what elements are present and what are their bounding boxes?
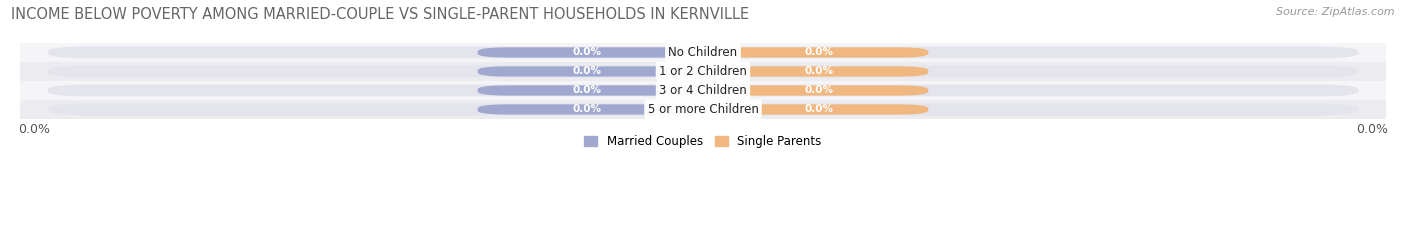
Legend: Married Couples, Single Parents: Married Couples, Single Parents <box>579 130 827 153</box>
Text: Source: ZipAtlas.com: Source: ZipAtlas.com <box>1277 7 1395 17</box>
Text: 5 or more Children: 5 or more Children <box>648 103 758 116</box>
FancyBboxPatch shape <box>710 66 928 77</box>
Text: 0.0%: 0.0% <box>804 66 834 76</box>
Text: 0.0%: 0.0% <box>572 66 602 76</box>
Text: No Children: No Children <box>668 46 738 59</box>
Text: 0.0%: 0.0% <box>804 104 834 114</box>
Text: 0.0%: 0.0% <box>804 48 834 58</box>
Bar <box>20 81 1386 100</box>
Text: 0.0%: 0.0% <box>572 48 602 58</box>
Text: 0.0%: 0.0% <box>572 104 602 114</box>
FancyBboxPatch shape <box>48 104 1358 115</box>
FancyBboxPatch shape <box>48 47 1358 58</box>
FancyBboxPatch shape <box>478 66 696 77</box>
FancyBboxPatch shape <box>48 85 1358 96</box>
Bar <box>20 43 1386 62</box>
FancyBboxPatch shape <box>48 65 1358 77</box>
FancyBboxPatch shape <box>478 85 696 96</box>
Text: 3 or 4 Children: 3 or 4 Children <box>659 84 747 97</box>
FancyBboxPatch shape <box>710 85 928 96</box>
Text: INCOME BELOW POVERTY AMONG MARRIED-COUPLE VS SINGLE-PARENT HOUSEHOLDS IN KERNVIL: INCOME BELOW POVERTY AMONG MARRIED-COUPL… <box>11 7 749 22</box>
Bar <box>20 100 1386 119</box>
Text: 0.0%: 0.0% <box>804 86 834 96</box>
Bar <box>20 62 1386 81</box>
FancyBboxPatch shape <box>478 47 696 58</box>
FancyBboxPatch shape <box>710 104 928 115</box>
Text: 1 or 2 Children: 1 or 2 Children <box>659 65 747 78</box>
FancyBboxPatch shape <box>478 104 696 115</box>
FancyBboxPatch shape <box>710 47 928 58</box>
Text: 0.0%: 0.0% <box>572 86 602 96</box>
